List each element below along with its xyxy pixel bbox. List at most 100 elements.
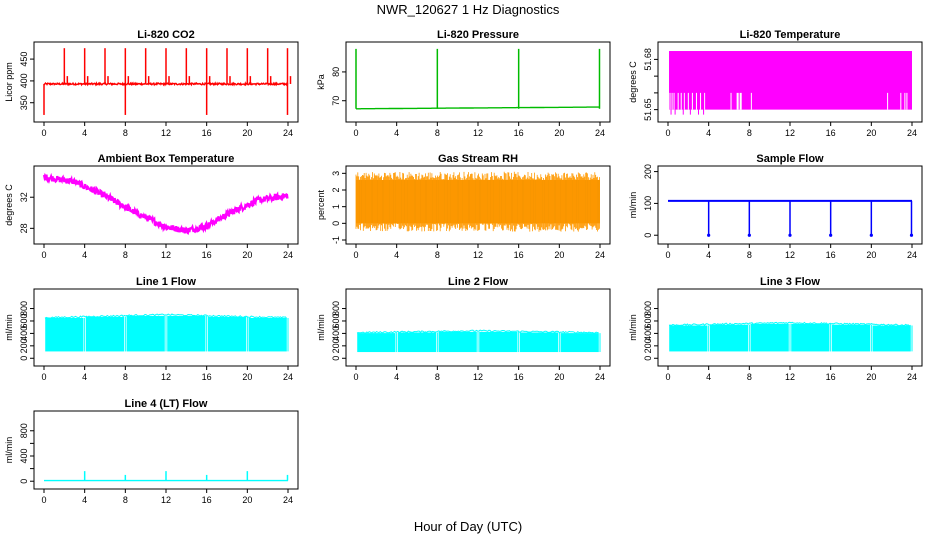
x-tick-label: 16 <box>514 128 524 138</box>
x-tick-label: 12 <box>785 372 795 382</box>
y-tick-label: 600 <box>331 313 341 328</box>
panel-sample: Sample Flow ml/min 0 4 8 12 16 20 24 0 100 200 <box>628 153 923 260</box>
x-tick-label: 8 <box>747 372 752 382</box>
x-tick-label: 0 <box>353 250 358 260</box>
x-tick-label: 8 <box>123 495 128 505</box>
y-tick-label: 200 <box>643 338 653 353</box>
x-tick-label: 20 <box>866 128 876 138</box>
plot-frame <box>33 165 299 245</box>
x-tick-label: 24 <box>907 250 917 260</box>
y-tick-label: 0 <box>331 221 341 226</box>
flow-band-segment <box>357 333 396 353</box>
x-tick-label: 20 <box>554 250 564 260</box>
drop-point <box>747 233 751 237</box>
flow-band-segment <box>669 325 708 352</box>
drop-point <box>707 233 711 237</box>
flow-band-segment <box>85 316 125 352</box>
x-tick-label: 0 <box>665 128 670 138</box>
y-tick-label: 800 <box>331 301 341 316</box>
x-tick-label: 4 <box>82 372 87 382</box>
panel-title: Line 4 (LT) Flow <box>125 398 208 410</box>
x-tick-label: 24 <box>283 128 293 138</box>
y-tick-label: 32 <box>19 192 29 202</box>
y-tick-label: 800 <box>643 301 653 316</box>
x-tick-label: 12 <box>161 250 171 260</box>
plot-frame <box>345 288 611 367</box>
x-tick-label: 12 <box>161 495 171 505</box>
flow-band-segment <box>750 323 789 352</box>
y-tick-label: 0 <box>331 356 341 361</box>
y-tick-label: 400 <box>331 326 341 341</box>
x-tick-label: 16 <box>202 250 212 260</box>
y-tick-label: 100 <box>643 196 653 211</box>
y-axis-label: ml/min <box>316 314 326 341</box>
y-tick-label: 2 <box>331 187 341 192</box>
y-tick-label: 200 <box>19 338 29 353</box>
panel-co2: Li-820 CO2 Licor ppm 0 4 8 12 16 20 24 350 400 450 <box>4 29 299 138</box>
x-tick-label: 0 <box>353 372 358 382</box>
series-line1 <box>44 313 287 319</box>
panel-title: Li-820 Temperature <box>740 29 841 41</box>
panel-title: Li-820 Pressure <box>437 29 519 41</box>
y-tick-label: 400 <box>643 326 653 341</box>
series-rh <box>355 171 600 232</box>
x-tick-label: 20 <box>866 250 876 260</box>
x-tick-label: 4 <box>706 250 711 260</box>
drop-point <box>869 233 873 237</box>
x-tick-label: 16 <box>202 495 212 505</box>
panel-title: Gas Stream RH <box>438 153 518 165</box>
x-tick-label: 4 <box>394 128 399 138</box>
x-tick-label: 4 <box>706 372 711 382</box>
x-tick-label: 8 <box>435 372 440 382</box>
x-tick-label: 16 <box>202 128 212 138</box>
x-tick-label: 20 <box>242 250 252 260</box>
x-tick-label: 0 <box>41 128 46 138</box>
x-tick-label: 16 <box>826 372 836 382</box>
flow-band-segment <box>45 317 84 352</box>
figure-title: NWR_120627 1 Hz Diagnostics <box>377 2 560 17</box>
panel-line4: Line 4 (LT) Flow ml/min 0 4 8 12 16 20 24 0 400 800 <box>4 398 299 505</box>
y-tick-label: 80 <box>331 67 341 77</box>
y-tick-label: 400 <box>19 73 29 88</box>
temperature-fill <box>669 51 912 110</box>
x-tick-label: 8 <box>123 128 128 138</box>
series-line2 <box>356 329 599 334</box>
x-tick-label: 8 <box>435 128 440 138</box>
y-tick-label: 28 <box>19 223 29 233</box>
x-tick-label: 4 <box>82 495 87 505</box>
x-tick-label: 0 <box>665 250 670 260</box>
x-tick-label: 4 <box>82 128 87 138</box>
y-axis-label: ml/min <box>628 192 638 219</box>
x-tick-label: 24 <box>907 372 917 382</box>
flow-band-segment <box>791 323 830 352</box>
y-tick-label: 1 <box>331 204 341 209</box>
y-axis-label: ml/min <box>628 314 638 341</box>
temperature-white-gaps <box>669 92 908 110</box>
flow-band-segment <box>519 332 559 353</box>
x-tick-label: 16 <box>826 128 836 138</box>
y-tick-label: 51.65 <box>643 98 653 121</box>
x-tick-label: 24 <box>283 250 293 260</box>
x-tick-label: 20 <box>866 372 876 382</box>
x-tick-label: 12 <box>473 128 483 138</box>
flow-band-segment <box>248 317 287 352</box>
x-tick-label: 8 <box>123 250 128 260</box>
x-tick-label: 24 <box>283 372 293 382</box>
flow-band-segment <box>207 316 247 352</box>
series-line3 <box>668 321 911 327</box>
y-tick-label: 800 <box>19 423 29 438</box>
panel-line3: Line 3 Flow ml/min 0 4 8 12 16 20 24 0 20040060080… <box>628 276 923 382</box>
x-tick-label: 24 <box>595 128 605 138</box>
y-tick-label: 200 <box>643 164 653 179</box>
x-tick-label: 4 <box>82 250 87 260</box>
y-tick-label: 0 <box>19 356 29 361</box>
panel-line1: Line 1 Flow ml/min 0 4 8 12 16 20 24 0 20040060080… <box>4 276 299 382</box>
flow-band-segment <box>709 324 749 352</box>
flow-band-segment <box>872 325 911 352</box>
x-tick-label: 4 <box>394 372 399 382</box>
panel-ambient: Ambient Box Temperature degrees C 0 4 8 12 16 2… <box>4 153 299 260</box>
x-tick-label: 12 <box>161 128 171 138</box>
